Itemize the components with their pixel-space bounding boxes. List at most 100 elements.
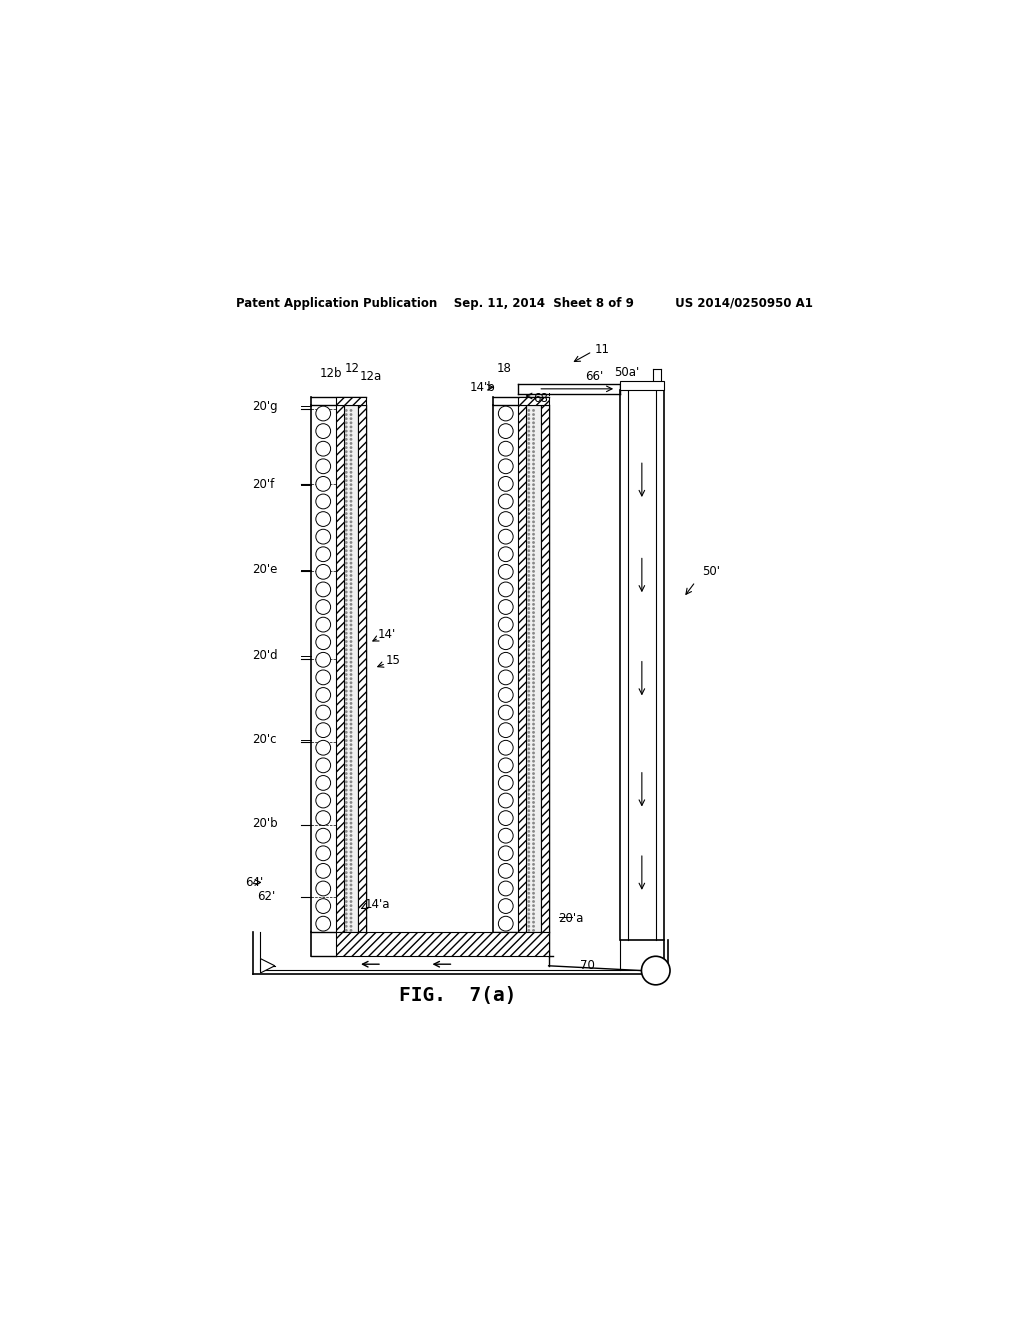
Circle shape [527, 702, 530, 705]
Circle shape [527, 677, 530, 680]
Circle shape [527, 578, 530, 581]
Circle shape [345, 421, 348, 424]
Circle shape [527, 788, 530, 792]
FancyBboxPatch shape [620, 381, 664, 391]
Circle shape [349, 788, 352, 792]
Circle shape [532, 681, 535, 684]
Circle shape [527, 801, 530, 804]
Circle shape [532, 562, 535, 565]
Circle shape [345, 871, 348, 874]
Circle shape [345, 838, 348, 841]
Circle shape [349, 883, 352, 887]
Circle shape [349, 537, 352, 540]
Circle shape [532, 908, 535, 911]
Circle shape [527, 487, 530, 490]
Circle shape [527, 644, 530, 647]
Circle shape [345, 842, 348, 845]
Circle shape [349, 467, 352, 470]
Circle shape [315, 863, 331, 878]
Circle shape [527, 912, 530, 915]
Circle shape [349, 471, 352, 474]
Circle shape [345, 694, 348, 697]
Circle shape [527, 504, 530, 507]
Circle shape [345, 801, 348, 804]
Circle shape [532, 504, 535, 507]
Circle shape [315, 618, 331, 632]
Circle shape [532, 710, 535, 713]
Circle shape [345, 867, 348, 870]
Circle shape [349, 718, 352, 721]
Circle shape [315, 793, 331, 808]
Circle shape [532, 644, 535, 647]
Circle shape [532, 524, 535, 528]
Polygon shape [260, 958, 274, 973]
Circle shape [345, 570, 348, 573]
Circle shape [499, 846, 513, 861]
Circle shape [527, 417, 530, 420]
Circle shape [345, 566, 348, 569]
FancyBboxPatch shape [541, 405, 549, 932]
Circle shape [532, 450, 535, 453]
Circle shape [345, 850, 348, 854]
Circle shape [345, 524, 348, 528]
Circle shape [345, 529, 348, 532]
Circle shape [345, 747, 348, 750]
Circle shape [499, 723, 513, 738]
Circle shape [527, 640, 530, 643]
Circle shape [532, 784, 535, 788]
Circle shape [345, 669, 348, 672]
Circle shape [349, 743, 352, 746]
Circle shape [315, 529, 331, 544]
Circle shape [527, 821, 530, 825]
Circle shape [345, 450, 348, 453]
Circle shape [349, 747, 352, 750]
Circle shape [349, 846, 352, 849]
Circle shape [349, 871, 352, 874]
Circle shape [349, 586, 352, 589]
Circle shape [345, 425, 348, 429]
Circle shape [499, 459, 513, 474]
Circle shape [532, 516, 535, 519]
Circle shape [349, 797, 352, 800]
Circle shape [349, 908, 352, 911]
Circle shape [349, 801, 352, 804]
Circle shape [532, 879, 535, 882]
Circle shape [345, 929, 348, 932]
Circle shape [349, 768, 352, 771]
Circle shape [349, 516, 352, 519]
Circle shape [499, 758, 513, 772]
Circle shape [349, 615, 352, 618]
Circle shape [527, 809, 530, 812]
Circle shape [345, 595, 348, 598]
Text: 12b: 12b [321, 367, 343, 380]
Circle shape [345, 578, 348, 581]
Circle shape [532, 545, 535, 548]
Circle shape [349, 446, 352, 449]
Text: 14': 14' [378, 628, 396, 642]
Circle shape [499, 494, 513, 508]
Circle shape [532, 871, 535, 874]
Circle shape [349, 809, 352, 812]
Circle shape [345, 537, 348, 540]
Circle shape [349, 694, 352, 697]
Circle shape [349, 826, 352, 829]
Circle shape [527, 764, 530, 767]
Circle shape [349, 793, 352, 796]
Circle shape [349, 892, 352, 895]
Circle shape [527, 925, 530, 928]
Text: 20'c: 20'c [253, 733, 278, 746]
Circle shape [349, 429, 352, 433]
Circle shape [349, 450, 352, 453]
Circle shape [349, 434, 352, 437]
Circle shape [349, 834, 352, 837]
Circle shape [345, 512, 348, 515]
Circle shape [349, 760, 352, 763]
Circle shape [349, 421, 352, 424]
Circle shape [349, 813, 352, 816]
Circle shape [349, 702, 352, 705]
Circle shape [527, 867, 530, 870]
Circle shape [349, 887, 352, 891]
Circle shape [349, 442, 352, 445]
Circle shape [345, 805, 348, 808]
Circle shape [527, 830, 530, 833]
